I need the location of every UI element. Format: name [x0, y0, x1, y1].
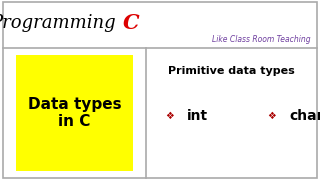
Text: ❖: ❖	[267, 111, 276, 121]
Text: Like Class Room Teaching: Like Class Room Teaching	[212, 35, 310, 44]
Text: ❖: ❖	[165, 111, 173, 121]
Text: Programming: Programming	[0, 14, 122, 32]
Text: int: int	[187, 109, 208, 123]
Text: char: char	[290, 109, 320, 123]
Text: Primitive data types: Primitive data types	[168, 66, 295, 76]
Text: C: C	[123, 13, 140, 33]
Text: Data types
in C: Data types in C	[28, 97, 121, 129]
Bar	[16, 55, 133, 171]
